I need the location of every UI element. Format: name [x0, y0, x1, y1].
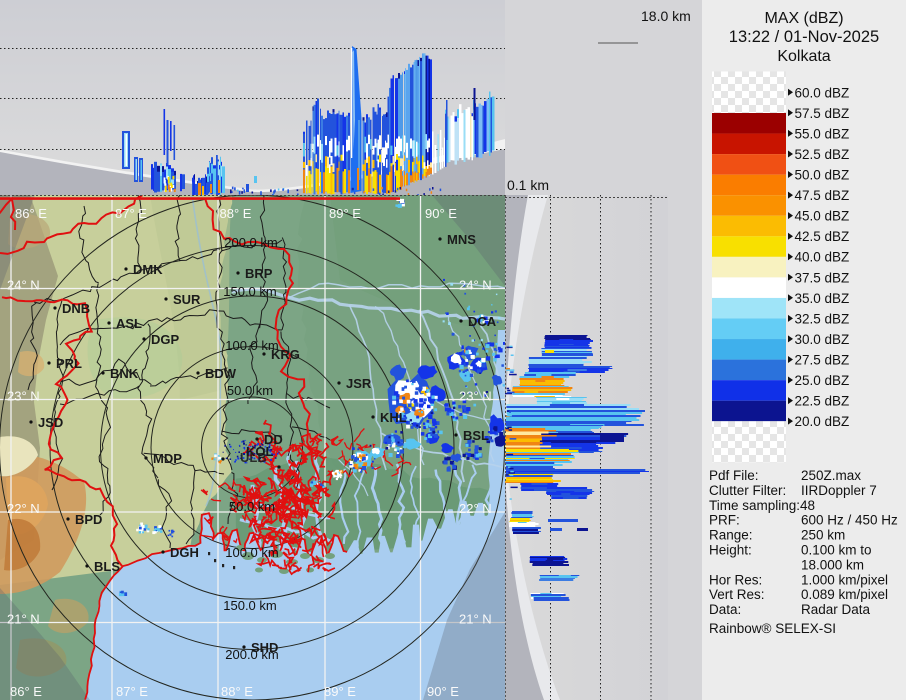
svg-text:Pdf File:: Pdf File:	[709, 468, 759, 483]
svg-text:22.5 dBZ: 22.5 dBZ	[795, 394, 850, 409]
svg-text:150.0 km: 150.0 km	[223, 598, 276, 613]
svg-text:Clutter Filter:: Clutter Filter:	[709, 483, 786, 498]
svg-text:60.0 dBZ: 60.0 dBZ	[795, 85, 850, 100]
svg-text:47.5 dBZ: 47.5 dBZ	[795, 188, 850, 203]
svg-text:89° E: 89° E	[324, 684, 356, 699]
svg-text:22° N: 22° N	[7, 501, 40, 516]
svg-text:100.0 km: 100.0 km	[225, 545, 278, 560]
svg-text:23° N: 23° N	[459, 389, 492, 404]
svg-text:50.0 dBZ: 50.0 dBZ	[795, 168, 850, 183]
svg-text:IIRDoppler 7: IIRDoppler 7	[801, 483, 877, 498]
svg-text:Vert Res:: Vert Res:	[709, 587, 765, 602]
svg-text:48: 48	[800, 498, 815, 513]
svg-text:250 km: 250 km	[801, 528, 845, 543]
svg-text:45.0 dBZ: 45.0 dBZ	[795, 209, 850, 224]
svg-text:86° E: 86° E	[15, 206, 47, 221]
svg-text:DGP: DGP	[151, 332, 180, 347]
svg-text:BDW: BDW	[205, 366, 237, 381]
svg-text:PRL: PRL	[56, 356, 82, 371]
svg-text:87° E: 87° E	[116, 684, 148, 699]
svg-text:50.0 km: 50.0 km	[229, 499, 275, 514]
svg-text:25.0 dBZ: 25.0 dBZ	[795, 373, 850, 388]
svg-text:JSD: JSD	[38, 415, 63, 430]
svg-text:SHD: SHD	[251, 640, 278, 655]
svg-text:23° N: 23° N	[7, 389, 40, 404]
svg-text:24° N: 24° N	[7, 278, 40, 293]
svg-text:Height:: Height:	[709, 543, 752, 558]
svg-text:PRF:: PRF:	[709, 513, 740, 528]
svg-text:DGH: DGH	[170, 545, 199, 560]
svg-text:Hor Res:: Hor Res:	[709, 572, 762, 587]
svg-text:27.5 dBZ: 27.5 dBZ	[795, 353, 850, 368]
svg-text:DCA: DCA	[468, 314, 497, 329]
svg-text:BSL: BSL	[463, 428, 489, 443]
svg-text:0.100 km to: 0.100 km to	[801, 543, 872, 558]
svg-text:KRG: KRG	[271, 347, 300, 362]
svg-text:21° N: 21° N	[459, 612, 492, 627]
svg-text:Time sampling:: Time sampling:	[709, 498, 800, 513]
svg-text:JSR: JSR	[346, 376, 372, 391]
svg-text:30.0 dBZ: 30.0 dBZ	[795, 332, 850, 347]
svg-text:87° E: 87° E	[115, 206, 147, 221]
svg-text:DMK: DMK	[133, 262, 163, 277]
svg-text:18.000 km: 18.000 km	[801, 557, 864, 572]
svg-text:13:22 / 01-Nov-2025: 13:22 / 01-Nov-2025	[729, 28, 879, 46]
svg-text:40.0 dBZ: 40.0 dBZ	[795, 250, 850, 265]
svg-text:42.5 dBZ: 42.5 dBZ	[795, 229, 850, 244]
svg-text:88° E: 88° E	[221, 684, 253, 699]
svg-text:250Z.max: 250Z.max	[801, 468, 861, 483]
svg-text:90° E: 90° E	[425, 206, 457, 221]
svg-text:MAX (dBZ): MAX (dBZ)	[764, 10, 843, 27]
svg-text:Range:: Range:	[709, 528, 753, 543]
svg-text:0.1 km: 0.1 km	[507, 177, 549, 193]
svg-text:0.089 km/pixel: 0.089 km/pixel	[801, 587, 888, 602]
svg-text:150.0 km: 150.0 km	[223, 284, 276, 299]
svg-text:DD: DD	[264, 432, 283, 447]
svg-text:57.5 dBZ: 57.5 dBZ	[795, 106, 850, 121]
svg-text:Data:: Data:	[709, 602, 741, 617]
svg-text:35.0 dBZ: 35.0 dBZ	[795, 291, 850, 306]
svg-text:20.0 dBZ: 20.0 dBZ	[795, 414, 850, 429]
svg-text:18.0 km: 18.0 km	[641, 8, 691, 24]
svg-text:89° E: 89° E	[329, 206, 361, 221]
svg-text:37.5 dBZ: 37.5 dBZ	[795, 270, 850, 285]
svg-text:100.0 km: 100.0 km	[225, 338, 278, 353]
svg-text:Kolkata: Kolkata	[777, 48, 830, 65]
svg-text:22° N: 22° N	[459, 501, 492, 516]
svg-text:200.0 km: 200.0 km	[224, 235, 277, 250]
svg-text:1.000 km/pixel: 1.000 km/pixel	[801, 572, 888, 587]
svg-text:24° N: 24° N	[459, 278, 492, 293]
svg-text:SUR: SUR	[173, 292, 201, 307]
svg-text:32.5 dBZ: 32.5 dBZ	[795, 311, 850, 326]
svg-text:50.0 km: 50.0 km	[227, 383, 273, 398]
svg-text:MDP: MDP	[153, 451, 182, 466]
svg-text:BPD: BPD	[75, 512, 102, 527]
svg-text:ASL: ASL	[116, 316, 142, 331]
svg-text:Rainbow® SELEX-SI: Rainbow® SELEX-SI	[709, 621, 836, 636]
svg-text:BRP: BRP	[245, 266, 273, 281]
svg-text:52.5 dBZ: 52.5 dBZ	[795, 147, 850, 162]
svg-text:21° N: 21° N	[7, 612, 40, 627]
svg-text:KHL: KHL	[380, 410, 407, 425]
svg-text:BNK: BNK	[110, 366, 139, 381]
svg-text:BLS: BLS	[94, 559, 120, 574]
svg-text:86° E: 86° E	[10, 684, 42, 699]
svg-text:DNB: DNB	[62, 301, 90, 316]
svg-text:200.0 km: 200.0 km	[225, 647, 278, 662]
svg-text:55.0 dBZ: 55.0 dBZ	[795, 126, 850, 141]
svg-text:ULB: ULB	[240, 450, 267, 465]
svg-text:90° E: 90° E	[427, 684, 459, 699]
svg-text:Radar Data: Radar Data	[801, 602, 871, 617]
svg-text:KOL: KOL	[246, 444, 274, 459]
svg-text:88° E: 88° E	[220, 206, 252, 221]
svg-text:600 Hz / 450 Hz: 600 Hz / 450 Hz	[801, 513, 898, 528]
svg-text:MNS: MNS	[447, 232, 476, 247]
